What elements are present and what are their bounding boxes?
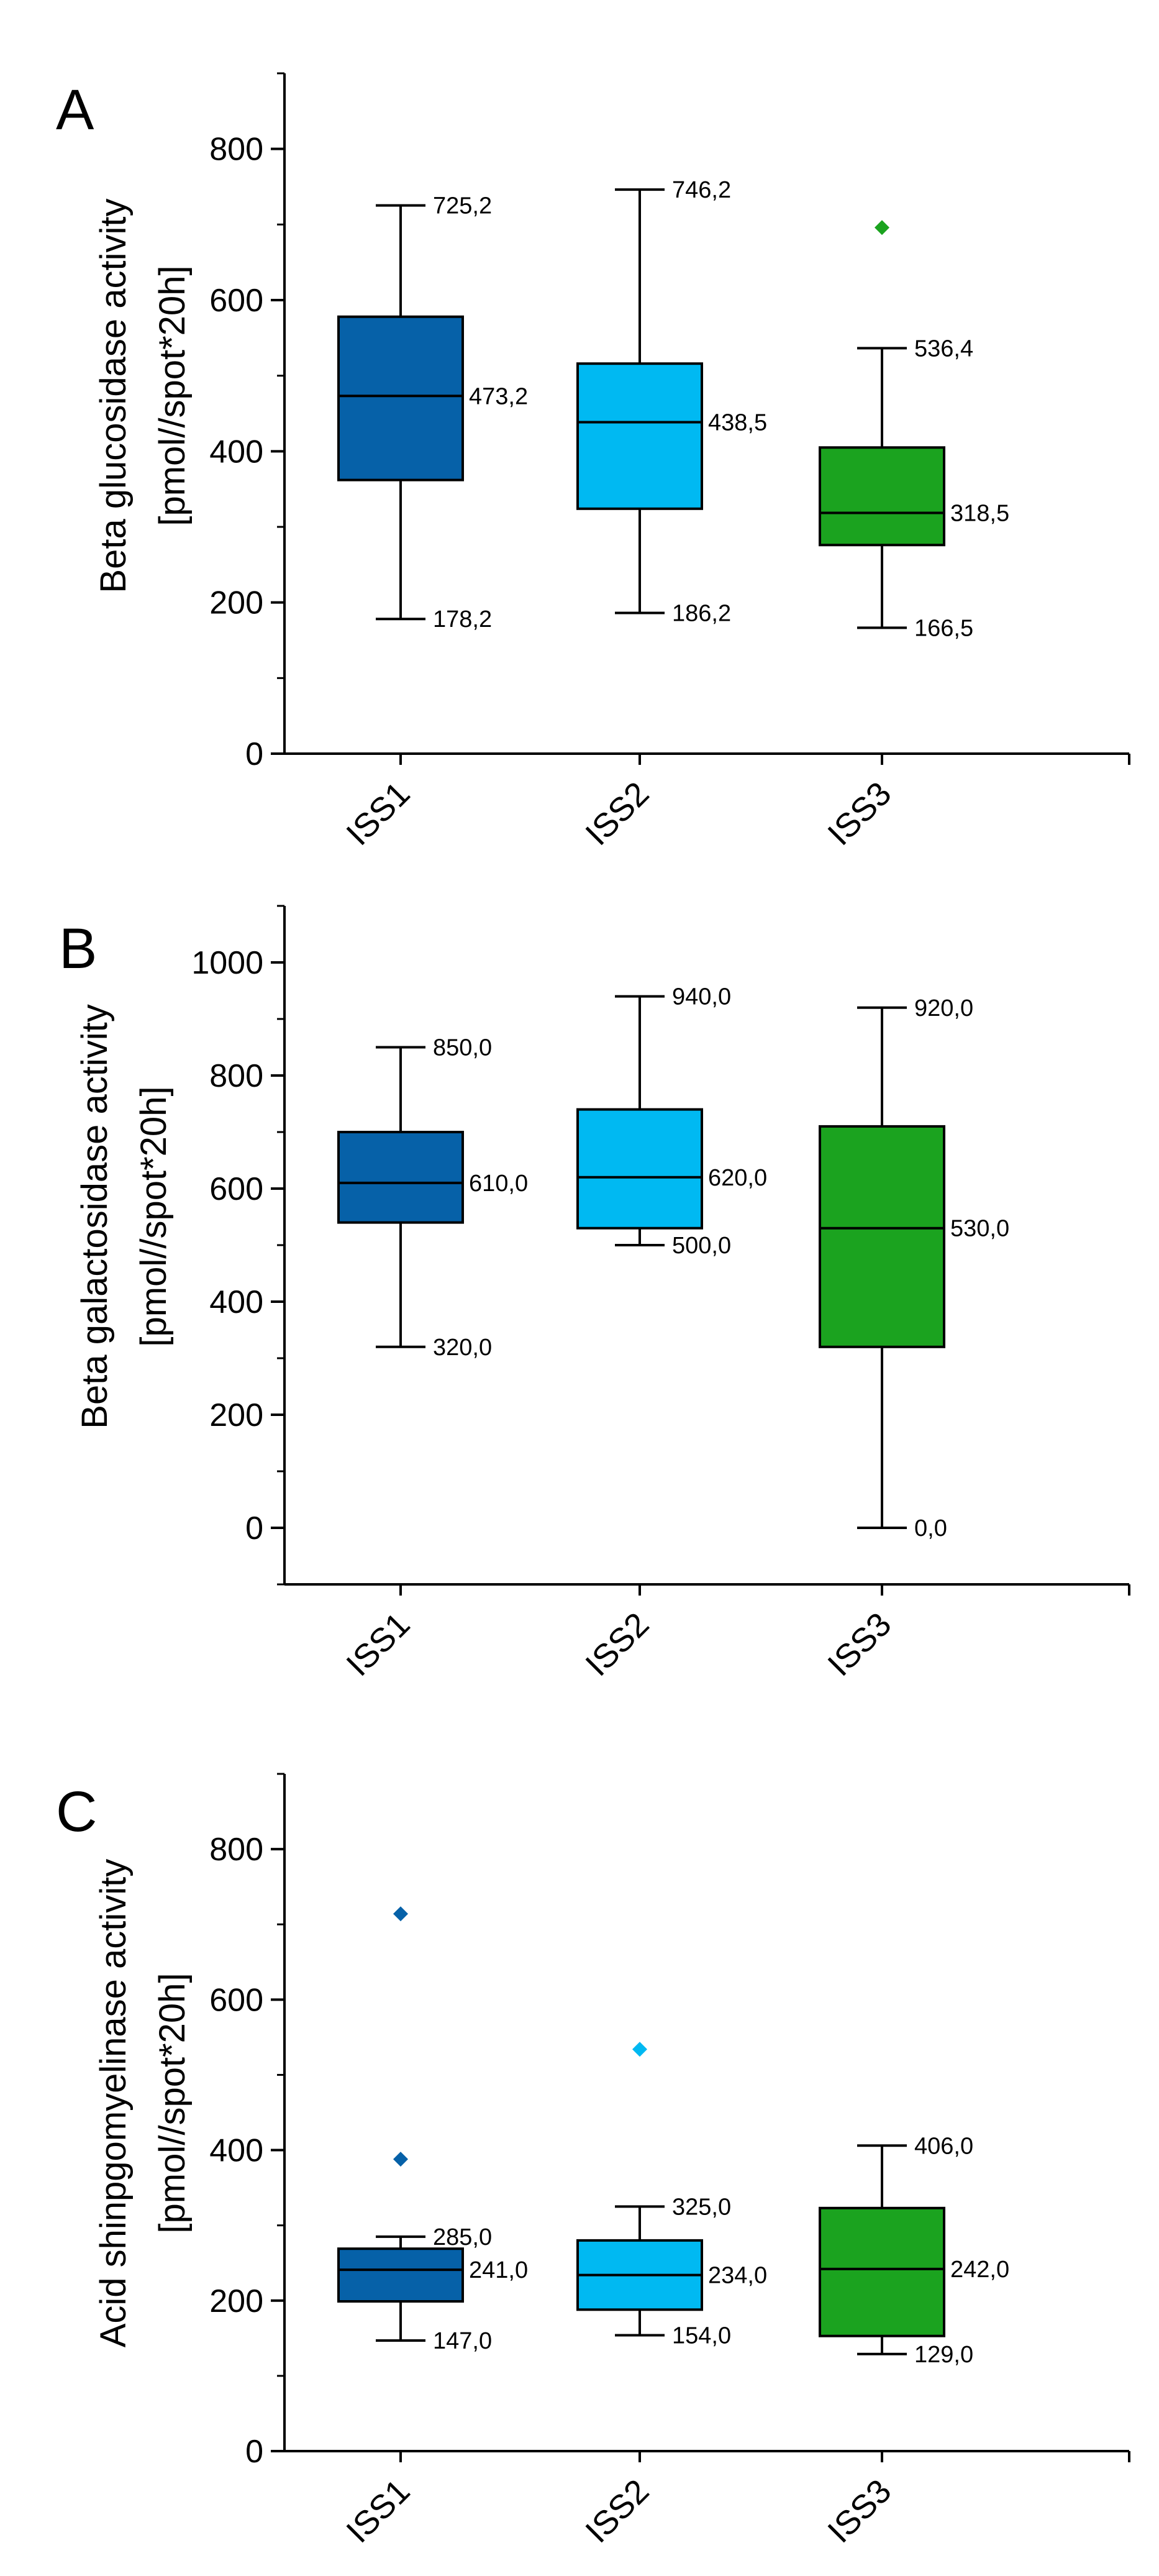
panel-b: B 0 200 400 600 800 1000 Beta galactosidase act… bbox=[59, 905, 1130, 1683]
min-value-label: 500,0 bbox=[672, 1233, 731, 1259]
y-tick-label: 600 bbox=[209, 1982, 263, 2018]
outlier-point bbox=[875, 220, 889, 235]
max-value-label: 406,0 bbox=[914, 2133, 973, 2159]
y-axis-units: [pmol//spot*20h] bbox=[152, 1973, 193, 2233]
box-iss1: 850,0 610,0 320,0 bbox=[337, 1035, 528, 1361]
min-value-label: 147,0 bbox=[433, 2328, 492, 2354]
outlier-point bbox=[632, 2042, 647, 2057]
iqr-box bbox=[576, 362, 703, 510]
box-iss1: 725,2 473,2 178,2 bbox=[337, 193, 528, 633]
panel-a: A 0 200 400 600 800 Beta glucosidase activity [… bbox=[56, 72, 1130, 852]
box-iss3: 920,0 530,0 0,0 bbox=[819, 995, 1009, 1541]
y-tick-label: 1000 bbox=[191, 945, 263, 981]
max-value-label: 536,4 bbox=[914, 336, 973, 362]
box-iss3: 406,0 242,0 129,0 bbox=[819, 2133, 1009, 2368]
median-value-label: 620,0 bbox=[708, 1165, 767, 1191]
box-iss2: 746,2 438,5 186,2 bbox=[576, 177, 767, 626]
min-value-label: 166,5 bbox=[914, 615, 973, 641]
min-value-label: 178,2 bbox=[433, 606, 492, 633]
max-value-label: 920,0 bbox=[914, 995, 973, 1021]
y-axis-units: [pmol//spot*20h] bbox=[134, 1086, 174, 1346]
x-tick-label: ISS2 bbox=[578, 775, 656, 852]
max-value-label: 725,2 bbox=[433, 193, 492, 219]
iqr-box bbox=[819, 446, 945, 547]
y-tick-label: 400 bbox=[209, 2133, 263, 2169]
y-tick-label: 800 bbox=[209, 1058, 263, 1094]
y-axis-title: Beta glucosidase activity bbox=[93, 198, 134, 593]
panel-label: A bbox=[56, 78, 94, 142]
y-axis-units: [pmol//spot*20h] bbox=[152, 265, 193, 526]
min-value-label: 129,0 bbox=[914, 2342, 973, 2368]
iqr-box bbox=[819, 1125, 945, 1348]
y-axis-title: Acid shinpgomyelinase activity bbox=[93, 1859, 134, 2348]
box-iss1: 285,0 241,0 147,0 bbox=[337, 1906, 528, 2354]
iqr-box bbox=[819, 2206, 945, 2337]
min-value-label: 0,0 bbox=[914, 1515, 947, 1541]
y-tick-label: 400 bbox=[209, 434, 263, 470]
median-value-label: 610,0 bbox=[469, 1171, 528, 1197]
min-value-label: 320,0 bbox=[433, 1335, 492, 1361]
x-tick-label: ISS1 bbox=[339, 2472, 417, 2550]
y-tick-label: 400 bbox=[209, 1284, 263, 1320]
x-tick-label: ISS3 bbox=[820, 2472, 898, 2550]
panel-c: C 0 200 400 600 800 Acid shinpgomyelinase acti… bbox=[56, 1773, 1130, 2550]
y-tick-label: 600 bbox=[209, 283, 263, 319]
y-tick-label: 200 bbox=[209, 2283, 263, 2319]
median-value-label: 530,0 bbox=[950, 1216, 1009, 1242]
iqr-box bbox=[337, 315, 464, 482]
min-value-label: 186,2 bbox=[672, 600, 731, 626]
x-tick-label: ISS1 bbox=[339, 1605, 417, 1683]
iqr-box bbox=[576, 1108, 703, 1230]
median-value-label: 318,5 bbox=[950, 500, 1009, 526]
box-iss2: 325,0 234,0 154,0 bbox=[576, 2042, 767, 2349]
x-tick-label: ISS3 bbox=[820, 1605, 898, 1683]
median-value-label: 438,5 bbox=[708, 409, 767, 436]
y-tick-label: 200 bbox=[209, 585, 263, 621]
y-tick-label: 800 bbox=[209, 1832, 263, 1868]
y-tick-label: 200 bbox=[209, 1397, 263, 1433]
iqr-box bbox=[337, 2247, 464, 2303]
max-value-label: 285,0 bbox=[433, 2224, 492, 2250]
median-value-label: 242,0 bbox=[950, 2257, 1009, 2283]
y-tick-label: 0 bbox=[245, 736, 263, 772]
max-value-label: 850,0 bbox=[433, 1035, 492, 1061]
y-tick-label: 800 bbox=[209, 132, 263, 168]
x-tick-label: ISS2 bbox=[578, 1605, 656, 1683]
x-tick-label: ISS2 bbox=[578, 2472, 656, 2550]
median-value-label: 234,0 bbox=[708, 2263, 767, 2289]
box-iss2: 940,0 620,0 500,0 bbox=[576, 984, 767, 1259]
y-axis-title: Beta galactosidase activity bbox=[75, 1004, 115, 1428]
outlier-point bbox=[393, 1906, 408, 1922]
x-tick-label: ISS1 bbox=[339, 775, 417, 852]
max-value-label: 940,0 bbox=[672, 984, 731, 1010]
median-value-label: 241,0 bbox=[469, 2257, 528, 2283]
iqr-box bbox=[337, 1131, 464, 1224]
panel-label: B bbox=[59, 917, 97, 980]
y-tick-label: 0 bbox=[245, 2434, 263, 2470]
x-tick-label: ISS3 bbox=[820, 775, 898, 852]
min-value-label: 154,0 bbox=[672, 2323, 731, 2349]
panel-label: C bbox=[56, 1780, 97, 1843]
max-value-label: 746,2 bbox=[672, 177, 731, 203]
y-tick-label: 600 bbox=[209, 1171, 263, 1207]
max-value-label: 325,0 bbox=[672, 2194, 731, 2220]
outlier-point bbox=[393, 2152, 408, 2167]
box-iss3: 536,4 318,5 166,5 bbox=[819, 220, 1009, 641]
y-tick-label: 0 bbox=[245, 1510, 263, 1546]
median-value-label: 473,2 bbox=[469, 383, 528, 409]
